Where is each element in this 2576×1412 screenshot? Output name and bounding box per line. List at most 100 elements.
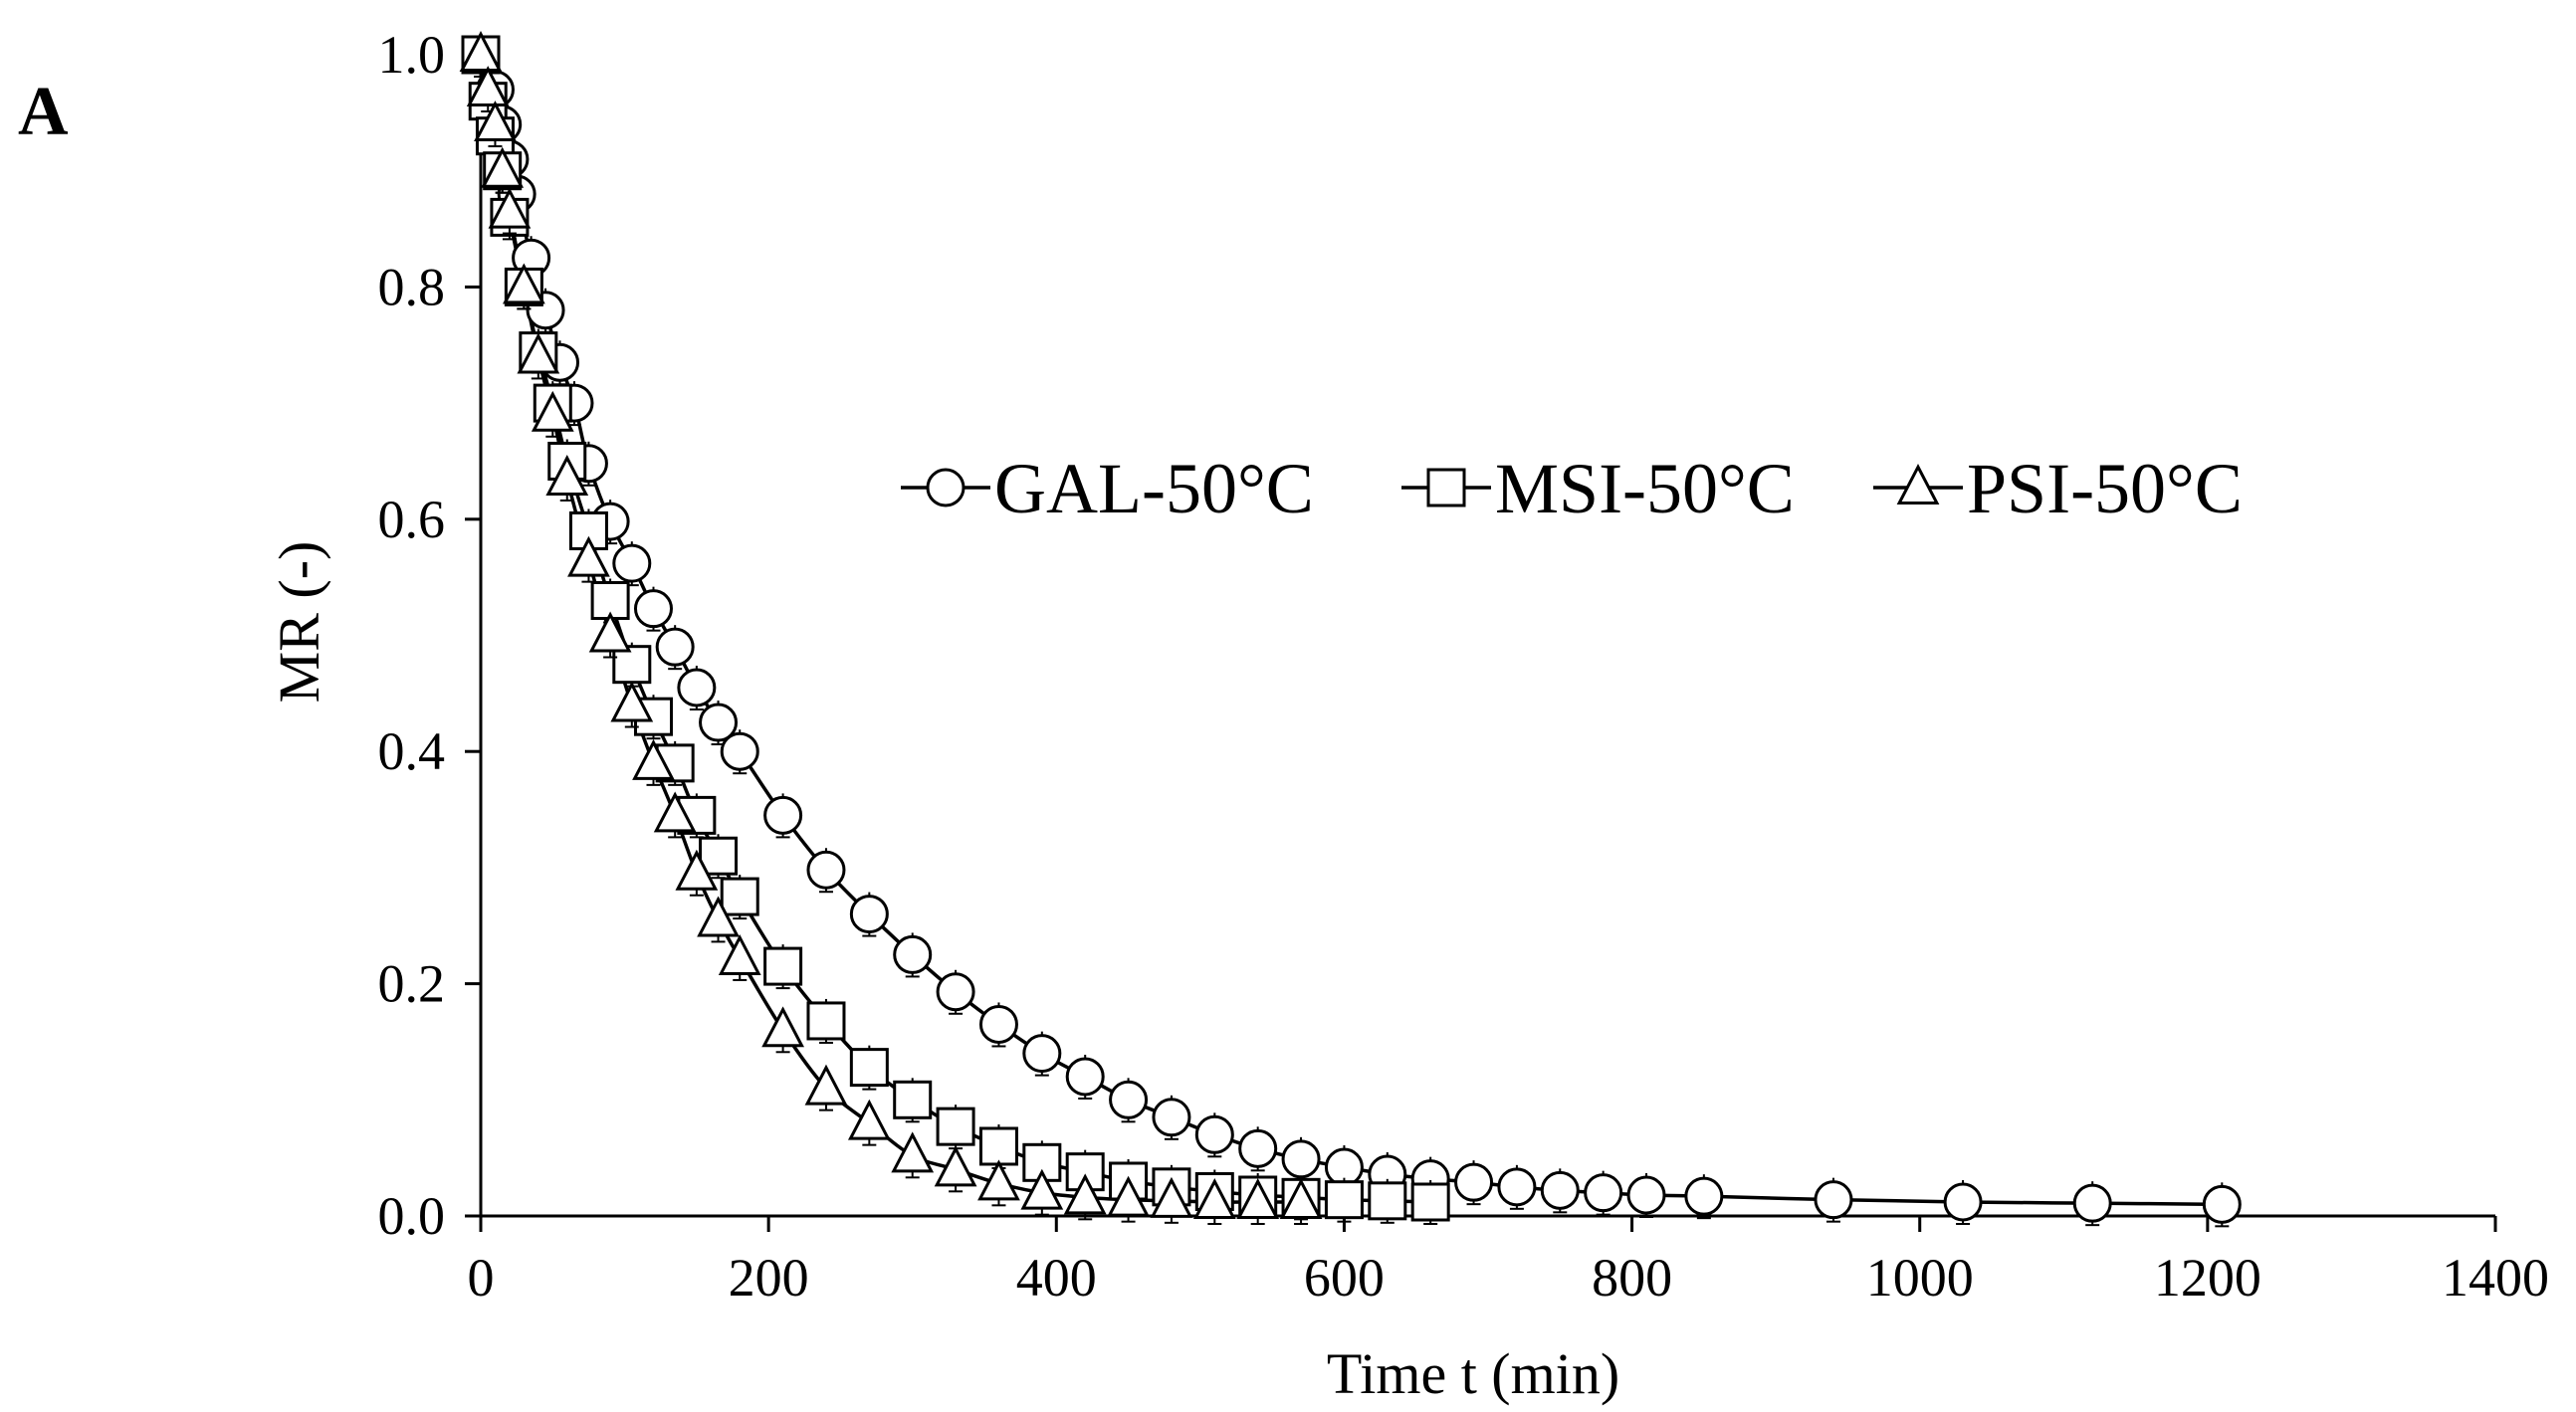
data-point-psi-50-c [474, 101, 517, 142]
data-point-gal-50-c [1454, 1162, 1494, 1202]
axes: 0 200 400 600 800 1000 1200 1400 0.0 0.2 0.4 0.6 0.8… [378, 25, 2550, 1308]
data-point-msi-50-c [936, 1107, 975, 1146]
data-point-gal-50-c [1152, 1098, 1191, 1137]
data-point-msi-50-c [849, 1048, 889, 1088]
panel-label: A [18, 74, 69, 150]
data-point-gal-50-c [806, 850, 846, 890]
data-point-psi-50-c [466, 66, 510, 107]
series-gal-50-c [461, 33, 2242, 1228]
data-point-msi-50-c [1368, 1181, 1407, 1221]
data-point-msi-50-c [978, 1126, 1018, 1166]
data-point-psi-50-c [459, 31, 503, 73]
data-point-gal-50-c [1238, 1128, 1278, 1168]
data-point-gal-50-c [936, 972, 975, 1012]
data-point-gal-50-c [1109, 1080, 1149, 1119]
data-markers [459, 31, 2242, 1228]
data-point-psi-50-c [977, 1159, 1020, 1201]
data-point-psi-50-c [1279, 1178, 1323, 1220]
data-point-gal-50-c [1194, 1114, 1234, 1154]
data-point-gal-50-c [893, 934, 933, 974]
data-point-gal-50-c [763, 795, 803, 835]
x-tick-label: 200 [729, 1248, 809, 1308]
legend: GAL-50°C MSI-50°C PSI-50°C [901, 449, 2243, 528]
data-point-gal-50-c [612, 543, 652, 583]
legend-marker-gal-50-c [926, 468, 966, 507]
data-point-msi-50-c [763, 946, 803, 986]
x-tick-label: 0 [468, 1248, 495, 1308]
data-point-msi-50-c [699, 836, 739, 876]
data-point-psi-50-c [610, 681, 654, 722]
data-point-msi-50-c [612, 645, 652, 685]
data-point-msi-50-c [893, 1080, 933, 1119]
x-tick-label: 1200 [2154, 1248, 2261, 1308]
data-point-psi-50-c [1236, 1178, 1280, 1220]
data-point-psi-50-c [481, 146, 525, 188]
data-point-psi-50-c [718, 933, 761, 975]
y-tick-label: 1.0 [378, 25, 446, 85]
data-point-gal-50-c [849, 895, 889, 934]
data-point-psi-50-c [488, 187, 532, 229]
series-psi-50-c [459, 31, 1323, 1225]
data-point-psi-50-c [531, 390, 574, 432]
data-point-psi-50-c [1020, 1168, 1064, 1210]
data-point-psi-50-c [653, 791, 697, 833]
data-point-gal-50-c [655, 627, 695, 667]
data-point-gal-50-c [1814, 1180, 1853, 1220]
data-point-psi-50-c [545, 455, 589, 496]
data-point-psi-50-c [1192, 1178, 1236, 1220]
data-point-gal-50-c [1943, 1182, 1983, 1222]
legend-marker-msi-50-c [1426, 468, 1466, 507]
x-tick-label: 1000 [1866, 1248, 1974, 1308]
data-point-gal-50-c [2202, 1184, 2242, 1224]
data-point-psi-50-c [632, 738, 675, 780]
data-point-gal-50-c [1022, 1034, 1062, 1074]
data-point-msi-50-c [1324, 1180, 1364, 1220]
x-tick-label: 1400 [2442, 1248, 2549, 1308]
data-point-gal-50-c [1281, 1139, 1321, 1179]
x-tick-label: 600 [1304, 1248, 1385, 1308]
data-point-msi-50-c [1410, 1182, 1450, 1222]
data-point-gal-50-c [677, 668, 717, 707]
legend-marker-psi-50-c [1896, 464, 1940, 505]
data-point-psi-50-c [847, 1099, 891, 1140]
fit-curve-msi-50-c [479, 54, 1431, 1204]
y-axis-title: MR (-) [267, 541, 331, 704]
data-point-psi-50-c [1150, 1176, 1193, 1218]
data-point-gal-50-c [720, 731, 759, 771]
y-tick-label: 0.0 [378, 1186, 446, 1246]
data-point-psi-50-c [891, 1131, 935, 1173]
data-point-gal-50-c [633, 589, 673, 629]
data-point-psi-50-c [934, 1145, 977, 1187]
data-point-gal-50-c [1684, 1176, 1724, 1216]
data-point-msi-50-c [720, 877, 759, 916]
data-point-gal-50-c [1540, 1170, 1580, 1210]
fitted-curves [479, 54, 2223, 1207]
data-point-psi-50-c [761, 1006, 804, 1048]
data-point-psi-50-c [804, 1064, 848, 1106]
data-point-gal-50-c [1584, 1173, 1623, 1213]
fit-curve-gal-50-c [479, 54, 2223, 1207]
x-tick-label: 400 [1016, 1248, 1097, 1308]
legend-label-msi-50-c: MSI-50°C [1495, 449, 1795, 528]
data-point-gal-50-c [1497, 1167, 1537, 1207]
x-tick-label: 800 [1592, 1248, 1672, 1308]
data-point-psi-50-c [675, 849, 719, 891]
y-tick-label: 0.6 [378, 490, 446, 549]
data-point-psi-50-c [1063, 1173, 1107, 1215]
data-point-gal-50-c [1626, 1175, 1666, 1215]
y-tick-label: 0.4 [378, 721, 446, 781]
legend-label-gal-50-c: GAL-50°C [994, 449, 1314, 528]
data-point-psi-50-c [1107, 1175, 1150, 1217]
y-tick-label: 0.8 [378, 257, 446, 316]
data-point-gal-50-c [1065, 1057, 1105, 1097]
x-axis-title: Time t (min) [1327, 1341, 1619, 1406]
data-point-psi-50-c [517, 332, 560, 374]
data-point-psi-50-c [502, 263, 545, 304]
data-point-psi-50-c [567, 535, 610, 577]
y-tick-label: 0.2 [378, 954, 446, 1014]
data-point-psi-50-c [588, 611, 632, 653]
data-point-gal-50-c [699, 703, 739, 742]
legend-label-psi-50-c: PSI-50°C [1967, 449, 2243, 528]
data-point-psi-50-c [697, 896, 740, 937]
